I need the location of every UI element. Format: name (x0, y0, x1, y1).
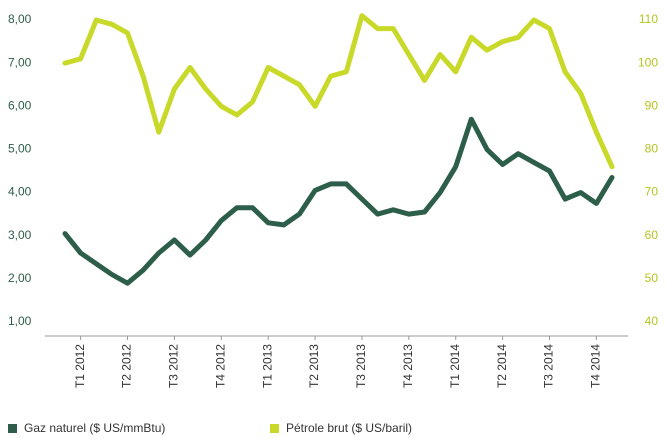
y-tick-label: 1,00 (8, 314, 32, 328)
x-tick-label: T1 2014 (448, 344, 462, 388)
y2-tick-label: 100 (638, 55, 658, 69)
x-tick-label: T2 2012 (120, 344, 134, 388)
y-tick-label: 5,00 (8, 142, 32, 156)
y-tick-label: 6,00 (8, 98, 32, 112)
y2-tick-label: 110 (639, 12, 658, 26)
x-tick-label: T3 2014 (542, 344, 556, 388)
y-tick-label: 7,00 (8, 55, 32, 69)
x-tick-label: T2 2014 (495, 344, 509, 388)
legend-label: Gaz naturel ($ US/mmBtu) (24, 421, 165, 435)
legend-label: Pétrole brut ($ US/baril) (286, 421, 412, 435)
y-tick-label: 4,00 (8, 185, 32, 199)
x-tick-label: T4 2012 (213, 344, 227, 388)
y2-tick-label: 60 (645, 228, 659, 242)
y2-tick-label: 90 (645, 98, 659, 112)
y2-tick-label: 40 (645, 314, 659, 328)
x-tick-label: T3 2012 (167, 344, 181, 388)
y2-tick-label: 70 (645, 185, 659, 199)
y2-tick-label: 80 (645, 142, 659, 156)
x-tick-label: T1 2013 (260, 344, 274, 388)
y-tick-label: 2,00 (8, 271, 32, 285)
y-tick-label: 8,00 (8, 12, 32, 26)
x-tick-label: T3 2013 (354, 344, 368, 388)
legend-swatch (270, 424, 279, 433)
legend-swatch (8, 424, 17, 433)
series-line (62, 116, 615, 286)
x-tick-label: T2 2013 (307, 344, 321, 388)
x-tick-label: T1 2012 (73, 344, 87, 388)
x-tick-label: T4 2014 (589, 344, 603, 388)
x-tick-label: T4 2013 (401, 344, 415, 388)
y2-tick-label: 50 (645, 271, 659, 285)
series-line (62, 13, 615, 170)
y-tick-label: 3,00 (8, 228, 32, 242)
